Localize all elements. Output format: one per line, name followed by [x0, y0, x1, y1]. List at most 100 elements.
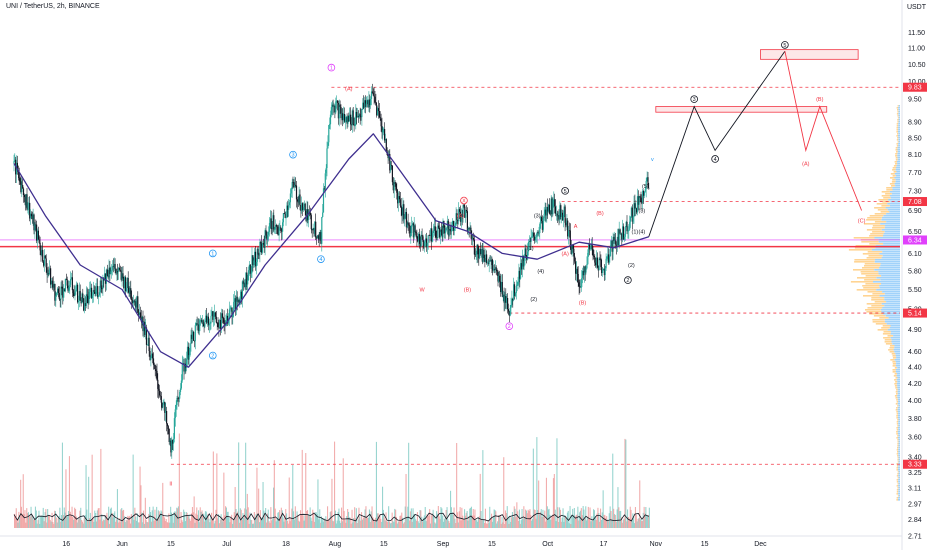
- candle-body: [252, 255, 254, 266]
- candle-body: [319, 232, 321, 240]
- volume-bar: [284, 515, 286, 528]
- profile-bar: [895, 159, 898, 161]
- profile-bar: [883, 243, 900, 245]
- volume-bar: [132, 454, 134, 528]
- volume-bar: [363, 516, 365, 528]
- volume-bar: [419, 510, 421, 528]
- volume-bar: [636, 521, 638, 528]
- volume-bar: [82, 521, 84, 528]
- wave-label: 1: [330, 66, 333, 72]
- candle-body: [474, 254, 476, 256]
- volume-bar: [126, 520, 128, 528]
- profile-bar: [898, 129, 900, 131]
- profile-bar: [893, 171, 897, 173]
- profile-bar: [892, 343, 900, 345]
- volume-bar: [107, 518, 109, 528]
- profile-bar: [898, 143, 900, 145]
- profile-bar: [898, 485, 900, 487]
- profile-bar: [898, 481, 900, 483]
- wave-label: A: [574, 224, 578, 230]
- candle-body: [374, 96, 376, 103]
- candle-body: [73, 293, 75, 296]
- candle-body: [362, 102, 364, 110]
- candle-body: [426, 242, 428, 248]
- candle-body: [293, 182, 295, 188]
- candle-body: [219, 320, 221, 329]
- candle-body: [381, 126, 383, 133]
- candle-body: [411, 223, 414, 226]
- price-tick-label: 8.50: [908, 135, 922, 142]
- volume-bar: [352, 522, 354, 528]
- profile-bar: [897, 407, 900, 409]
- candle-body: [402, 204, 404, 216]
- volume-bar: [628, 518, 630, 528]
- volume-bar: [326, 520, 328, 528]
- candle-body: [558, 215, 560, 220]
- profile-bar: [885, 207, 900, 209]
- volume-bar: [489, 506, 491, 528]
- profile-bar: [867, 251, 883, 253]
- candle-body: [436, 237, 438, 238]
- candle-body: [137, 296, 139, 313]
- candle-body: [361, 109, 363, 118]
- candle-body: [288, 202, 291, 206]
- volume-bar: [479, 473, 481, 528]
- volume-bar: [562, 508, 564, 528]
- candle-body: [458, 209, 460, 222]
- candle-body: [472, 238, 475, 240]
- volume-bar: [137, 522, 139, 528]
- candle-body: [450, 230, 452, 232]
- profile-bar: [894, 173, 900, 175]
- profile-bar: [880, 211, 890, 213]
- volume-bar: [270, 507, 272, 528]
- volume-bar: [496, 523, 498, 528]
- time-tick-label: Nov: [650, 541, 663, 548]
- candle-body: [231, 307, 233, 317]
- volume-bar: [539, 511, 541, 528]
- volume-bar: [167, 522, 169, 528]
- volume-bar: [322, 521, 324, 528]
- candle-body: [258, 254, 260, 256]
- volume-bar: [471, 515, 473, 528]
- candle-body: [315, 221, 317, 238]
- volume-bar: [342, 458, 344, 528]
- profile-bar: [884, 305, 900, 307]
- profile-bar: [898, 137, 900, 139]
- candle-body: [620, 233, 622, 235]
- candle-body: [340, 107, 342, 119]
- volume-bar: [198, 510, 200, 528]
- profile-bar: [888, 317, 900, 319]
- volume-bar: [90, 519, 92, 528]
- candle-body: [97, 295, 100, 297]
- volume-bar: [320, 522, 322, 528]
- volume-bar: [411, 521, 413, 528]
- candle-body: [135, 301, 137, 308]
- candle-body: [459, 211, 462, 222]
- profile-bar: [898, 479, 900, 481]
- volume-bar: [396, 523, 398, 528]
- candle-body: [318, 238, 320, 240]
- candle-body: [472, 238, 474, 240]
- candle-body: [621, 233, 623, 240]
- volume-bar: [462, 515, 464, 528]
- volume-bars: [14, 433, 650, 528]
- volume-bar: [555, 521, 557, 528]
- volume-bar: [149, 506, 151, 528]
- volume-bar: [425, 521, 427, 528]
- volume-bar: [86, 509, 88, 528]
- profile-bar: [897, 141, 899, 143]
- profile-bar: [897, 477, 899, 479]
- candle-body: [286, 205, 288, 218]
- profile-bar: [866, 219, 882, 221]
- candle-body: [238, 299, 240, 303]
- volume-bar: [538, 480, 540, 528]
- volume-bar: [470, 507, 472, 528]
- volume-bar: [292, 465, 294, 528]
- profile-bar: [897, 451, 899, 453]
- candle-body: [131, 298, 133, 301]
- profile-bar: [866, 303, 882, 305]
- volume-bar: [41, 515, 43, 528]
- candle-body: [156, 370, 158, 380]
- candle-body: [71, 277, 73, 291]
